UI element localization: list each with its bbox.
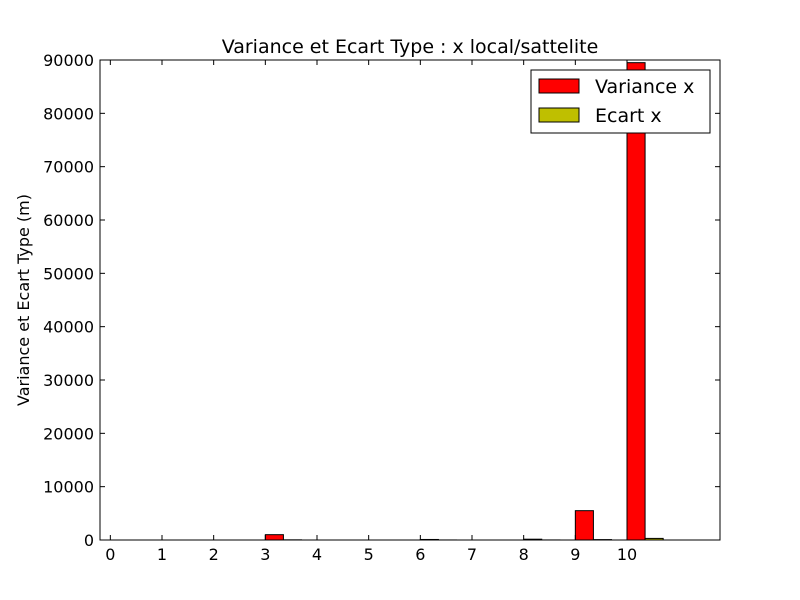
- x-tick-label: 7: [467, 545, 477, 564]
- x-tick-label: 2: [209, 545, 219, 564]
- y-tick-label: 40000: [43, 318, 94, 337]
- bars-group: [264, 62, 664, 541]
- y-tick-label: 60000: [43, 211, 94, 230]
- legend-swatch: [538, 107, 580, 123]
- legend: Variance x Ecart x: [530, 69, 711, 134]
- y-tick-label: 80000: [43, 104, 94, 123]
- chart-title: Variance et Ecart Type : x local/satteli…: [222, 36, 599, 58]
- ticks-group: 0 1 2 3 4 5 6 7 8 9 10 0 10000 20000 30000 40000 50000 60…: [43, 51, 720, 564]
- y-tick-label: 70000: [43, 158, 94, 177]
- plot-frame: [99, 59, 721, 541]
- x-tick-label: 8: [519, 545, 529, 564]
- y-tick-label: 30000: [43, 371, 94, 390]
- bar-variance-x-3: [264, 534, 284, 541]
- x-tick-label: 3: [260, 545, 270, 564]
- x-tick-label: 0: [105, 545, 115, 564]
- y-tick-label: 10000: [43, 478, 94, 497]
- x-tick-label: 6: [415, 545, 425, 564]
- y-axis-label: Variance et Ecart Type (m): [14, 194, 33, 406]
- x-tick-label: 4: [312, 545, 322, 564]
- bar-variance-x-9: [574, 510, 594, 541]
- y-tick-label: 20000: [43, 424, 94, 443]
- legend-label: Ecart x: [595, 105, 662, 127]
- bar-variance-x-10: [626, 62, 646, 541]
- x-tick-label: 10: [617, 545, 637, 564]
- x-tick-label: 9: [570, 545, 580, 564]
- x-tick-label: 1: [157, 545, 167, 564]
- y-tick-label: 0: [84, 531, 94, 550]
- legend-swatch: [538, 78, 580, 94]
- y-tick-label: 50000: [43, 264, 94, 283]
- x-tick-label: 5: [364, 545, 374, 564]
- y-tick-label: 90000: [43, 51, 94, 70]
- legend-label: Variance x: [595, 76, 694, 98]
